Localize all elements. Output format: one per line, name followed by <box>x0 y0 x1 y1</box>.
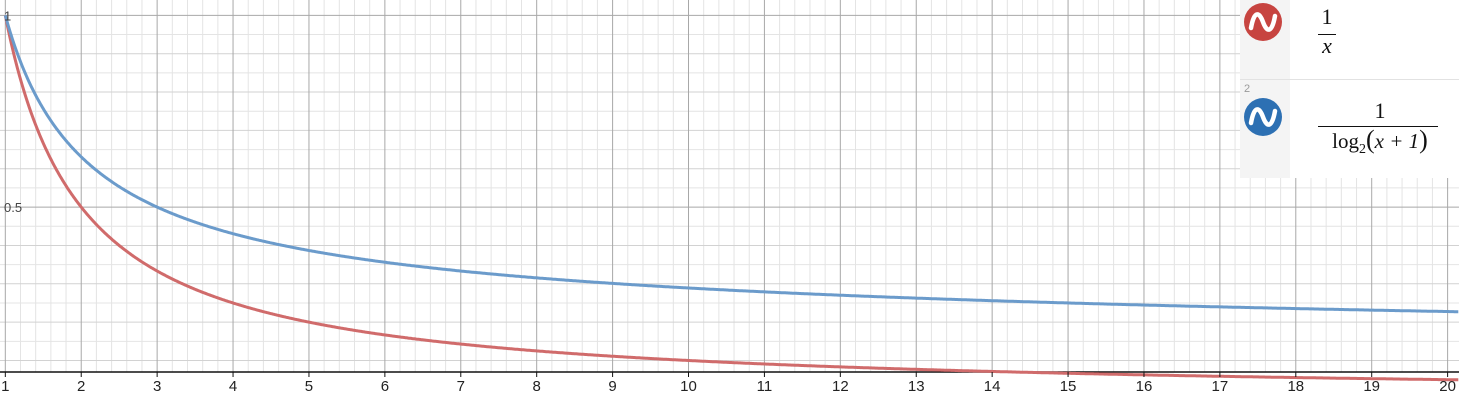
x-tick-label: 17 <box>1212 378 1229 395</box>
curve-1/log2(x+1) <box>3 14 1459 314</box>
fraction-bar <box>1318 126 1438 127</box>
x-tick-label: 8 <box>533 378 541 395</box>
x-tick-label: 2 <box>77 378 85 395</box>
curve-1/x <box>3 15 1459 382</box>
x-tick-label: 13 <box>908 378 925 395</box>
open-paren: ( <box>1366 125 1375 154</box>
x-tick-label: 4 <box>229 378 237 395</box>
fraction-bar <box>1318 34 1336 35</box>
denominator: x <box>1322 33 1332 58</box>
log-function: log <box>1332 129 1359 153</box>
y-tick-label: 1 <box>4 8 11 23</box>
x-tick-label: 6 <box>381 378 389 395</box>
x-tick-label: 12 <box>832 378 849 395</box>
x-tick-label: 20 <box>1439 378 1456 395</box>
x-tick-label: 14 <box>984 378 1001 395</box>
numerator: 1 <box>1374 98 1386 123</box>
numerator: 1 <box>1321 4 1333 29</box>
major-grid <box>0 0 1459 372</box>
x-tick-label: 16 <box>1136 378 1153 395</box>
expression-row-2[interactable]: 2 1 log2(x + 1) <box>1240 80 1459 178</box>
x-tick-label: 9 <box>608 378 616 395</box>
close-paren: ) <box>1419 125 1428 154</box>
expression-gutter <box>1240 0 1290 79</box>
y-tick-labels: 10.5 <box>4 8 22 215</box>
curves <box>3 14 1459 382</box>
log-base: 2 <box>1359 142 1366 158</box>
denominator: log2(x + 1) <box>1318 127 1442 163</box>
x-tick-label: 3 <box>153 378 161 395</box>
x-tick-labels: 1 2 3 4 5 6 7 8 9 10 11 12 13 14 15 16 17 18 19 20 <box>1 372 1456 395</box>
x-tick-label: 1 <box>1 378 9 395</box>
wave-icon[interactable] <box>1244 3 1282 41</box>
x-tick-label: 15 <box>1060 378 1077 395</box>
expression-1-formula[interactable]: 1 x <box>1316 4 1338 59</box>
log-argument: x + 1 <box>1374 129 1420 153</box>
x-tick-label: 11 <box>757 378 773 395</box>
y-tick-label: 0.5 <box>4 200 22 215</box>
minor-grid <box>0 0 1459 372</box>
expression-index: 2 <box>1244 83 1251 95</box>
wave-icon[interactable] <box>1244 98 1282 136</box>
expression-row-1[interactable]: 1 x <box>1240 0 1459 80</box>
x-tick-label: 10 <box>680 378 697 395</box>
expression-gutter: 2 <box>1240 80 1290 178</box>
x-tick-label: 18 <box>1287 378 1304 395</box>
x-tick-label: 7 <box>457 378 465 395</box>
x-tick-label: 19 <box>1363 378 1380 395</box>
expression-list: 1 x 2 1 log2(x + 1) <box>1240 0 1459 178</box>
expression-2-formula[interactable]: 1 log2(x + 1) <box>1318 98 1442 163</box>
x-tick-label: 5 <box>305 378 313 395</box>
